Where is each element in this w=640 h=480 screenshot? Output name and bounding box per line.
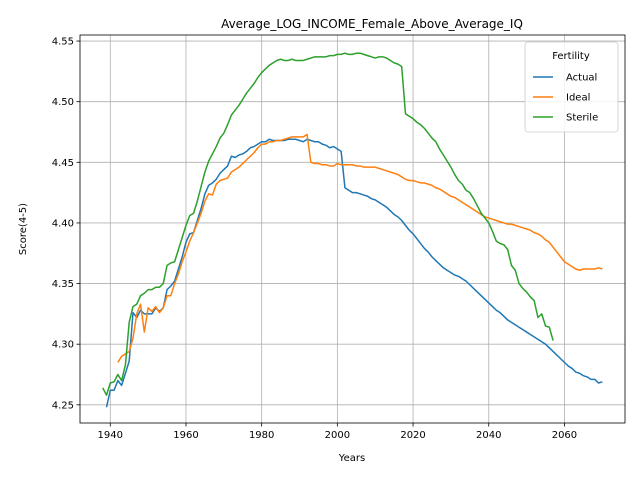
y-axis-label: Score(4-5) bbox=[18, 203, 29, 255]
legend-label-actual: Actual bbox=[566, 73, 597, 84]
grid bbox=[80, 35, 625, 423]
series-line-actual bbox=[105, 138, 603, 408]
x-tick-label: 1980 bbox=[249, 430, 274, 441]
plot-frame bbox=[79, 34, 626, 424]
legend-title: Fertility bbox=[552, 51, 590, 62]
x-tick-label: 2000 bbox=[325, 430, 350, 441]
x-axis-label: Years bbox=[338, 453, 365, 464]
legend: Fertility Actual Ideal Sterile bbox=[524, 41, 619, 133]
x-axis: 1940 1960 1980 2000 2020 2040 2060 bbox=[98, 423, 577, 441]
y-tick-label: 4.50 bbox=[52, 97, 74, 108]
y-tick-label: 4.25 bbox=[52, 400, 74, 411]
y-tick-label: 4.35 bbox=[52, 279, 74, 290]
x-tick-label: 2040 bbox=[476, 430, 501, 441]
series-line-sterile bbox=[102, 52, 554, 396]
chart-title: Average_LOG_INCOME_Female_Above_Average_… bbox=[221, 17, 523, 31]
y-tick-label: 4.45 bbox=[52, 158, 74, 169]
y-tick-label: 4.55 bbox=[52, 37, 74, 48]
y-axis: 4.25 4.30 4.35 4.40 4.45 4.50 4.55 bbox=[52, 37, 80, 411]
y-tick-label: 4.30 bbox=[52, 340, 74, 351]
legend-label-sterile: Sterile bbox=[566, 113, 598, 124]
legend-label-ideal: Ideal bbox=[566, 93, 590, 104]
series-line-ideal bbox=[117, 133, 603, 363]
legend-box bbox=[524, 41, 619, 133]
y-tick-label: 4.40 bbox=[52, 218, 74, 229]
x-tick-label: 1940 bbox=[98, 430, 123, 441]
series-lines bbox=[102, 52, 603, 408]
x-tick-label: 2060 bbox=[552, 430, 577, 441]
x-tick-label: 1960 bbox=[173, 430, 198, 441]
x-tick-label: 2020 bbox=[400, 430, 425, 441]
